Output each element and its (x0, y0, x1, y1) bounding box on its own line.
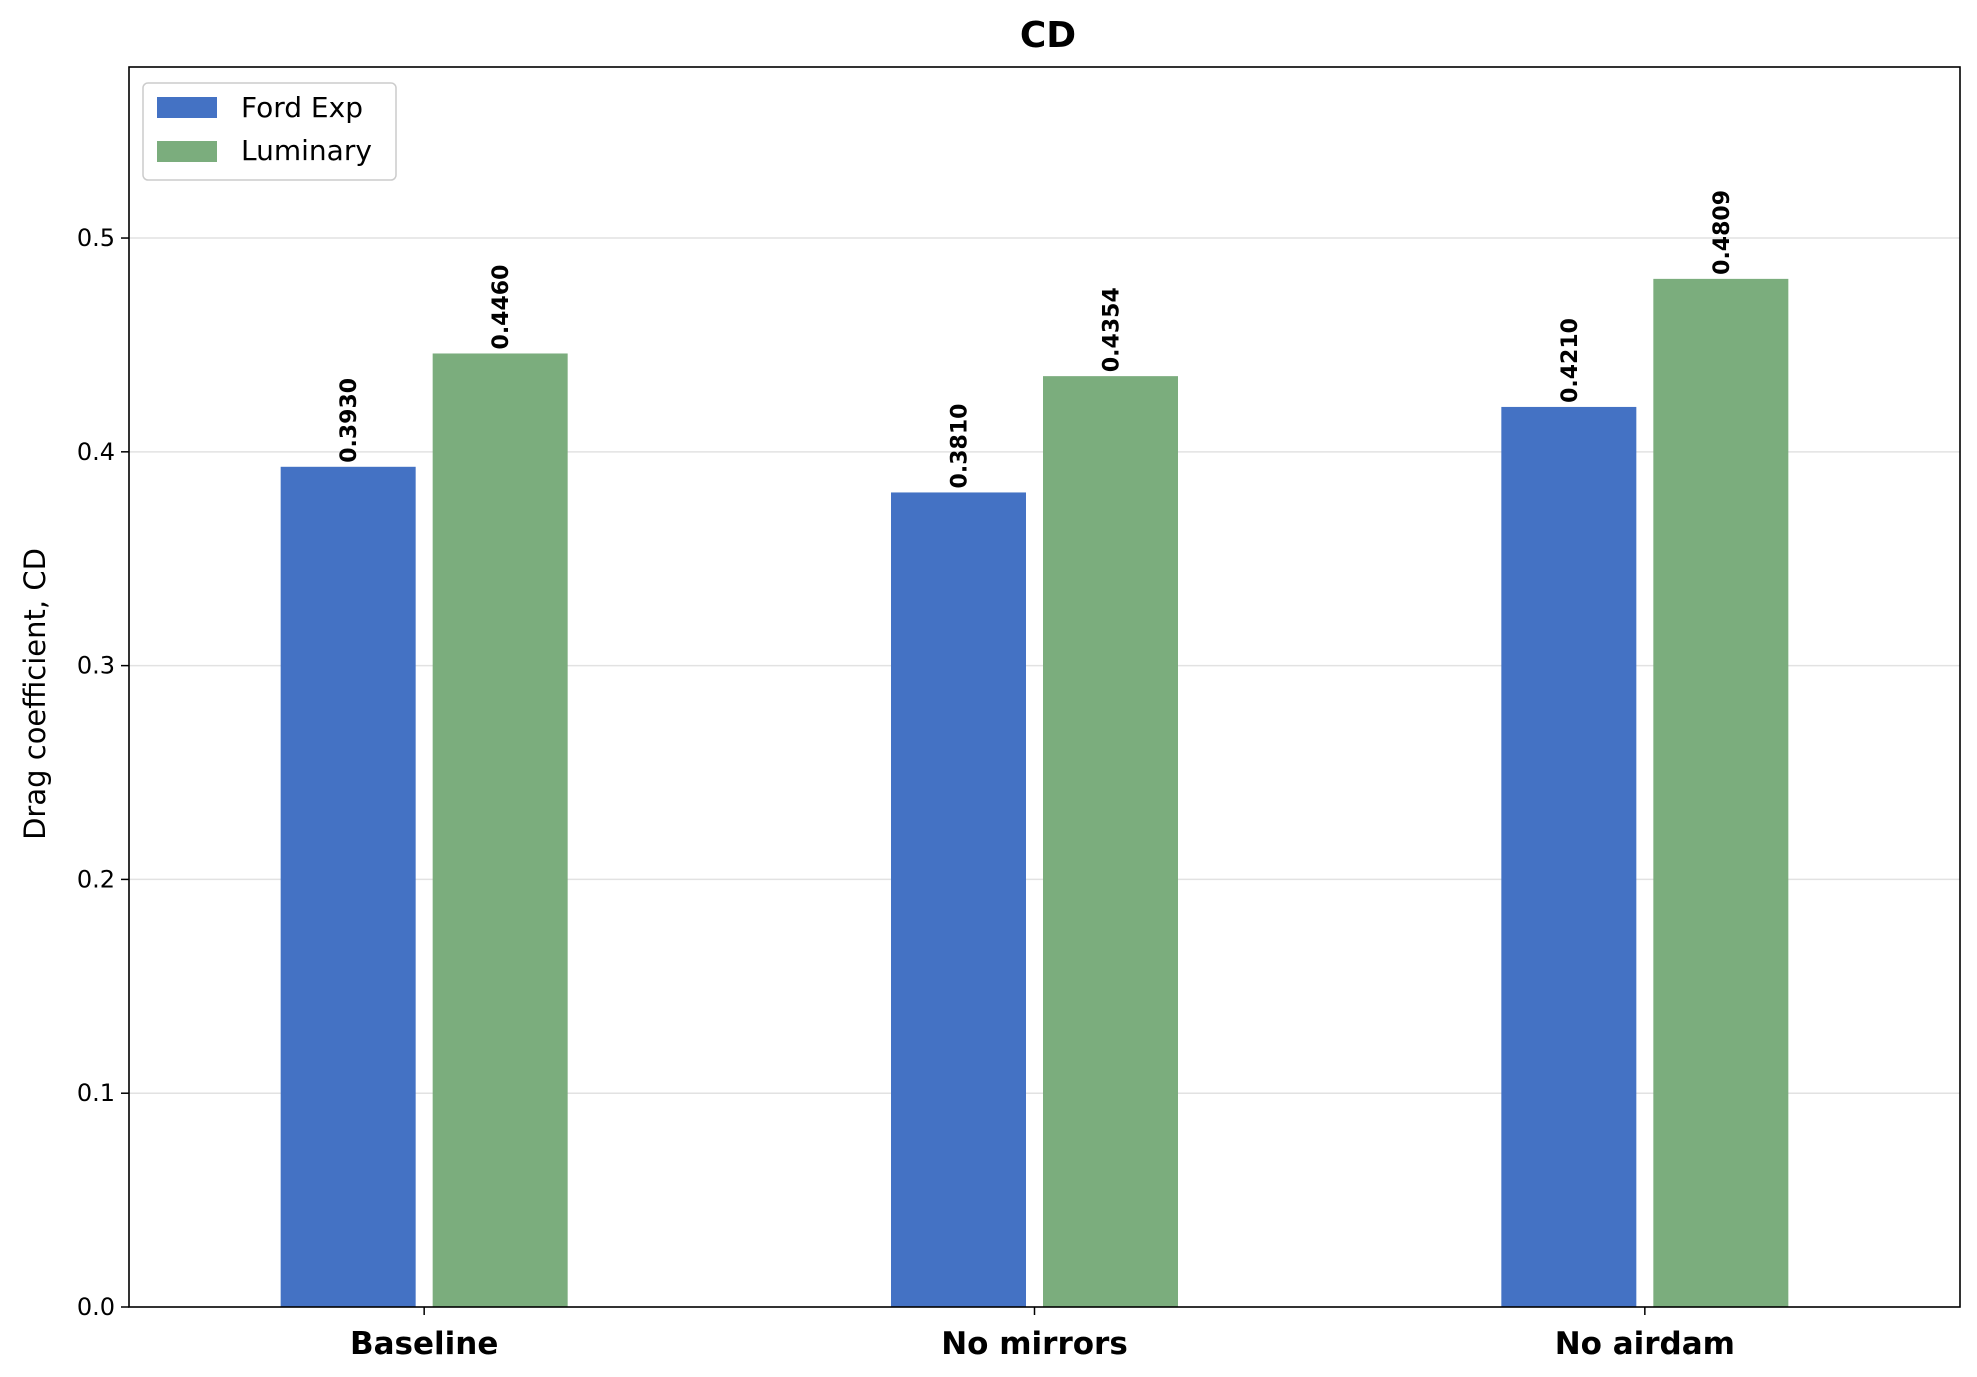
x-axis: Baseline No mirrors No airdam (350, 1307, 1735, 1362)
y-tick-label: 0.3 (77, 652, 115, 680)
y-tick-label: 0.2 (77, 865, 115, 893)
y-axis-label: Drag coefficient, CD (18, 548, 52, 840)
data-label: 0.4210 (1558, 318, 1583, 403)
plot-frame (128, 66, 1961, 1308)
bar-ford-exp-no-airdam (1501, 406, 1637, 1307)
y-tick-label: 0.5 (77, 224, 115, 252)
data-label: 0.3930 (337, 378, 362, 463)
chart-title: CD (1020, 15, 1076, 56)
y-tick-label: 0.1 (77, 1079, 115, 1107)
bar-luminary-baseline (432, 353, 568, 1307)
x-tick-label: No airdam (1555, 1326, 1735, 1362)
bar-ford-exp-baseline (280, 466, 416, 1307)
bar-ford-exp-no-mirrors (891, 492, 1026, 1308)
x-tick-label: No mirrors (941, 1326, 1128, 1362)
x-tick-label: Baseline (350, 1326, 498, 1362)
data-label: 0.3810 (948, 404, 973, 489)
legend-swatch-ford-exp (157, 97, 217, 118)
bar-luminary-no-airdam (1653, 278, 1789, 1308)
legend-label-luminary: Luminary (241, 134, 372, 167)
data-label: 0.4354 (1100, 287, 1125, 372)
bar-luminary-no-mirrors (1043, 376, 1178, 1307)
data-label: 0.4809 (1710, 190, 1735, 275)
legend-swatch-luminary (157, 141, 217, 162)
legend-label-ford-exp: Ford Exp (241, 91, 363, 124)
legend: Ford Exp Luminary (142, 82, 397, 181)
data-labels: 0.3930 0.4460 0.3810 0.4354 0.4210 0.4809 (337, 190, 1735, 488)
data-label: 0.4460 (489, 265, 514, 350)
y-tick-label: 0.4 (77, 438, 115, 466)
bars (280, 278, 1789, 1308)
y-tick-label: 0.0 (77, 1293, 115, 1321)
y-axis: 0.0 0.1 0.2 0.3 0.4 0.5 (77, 224, 129, 1321)
